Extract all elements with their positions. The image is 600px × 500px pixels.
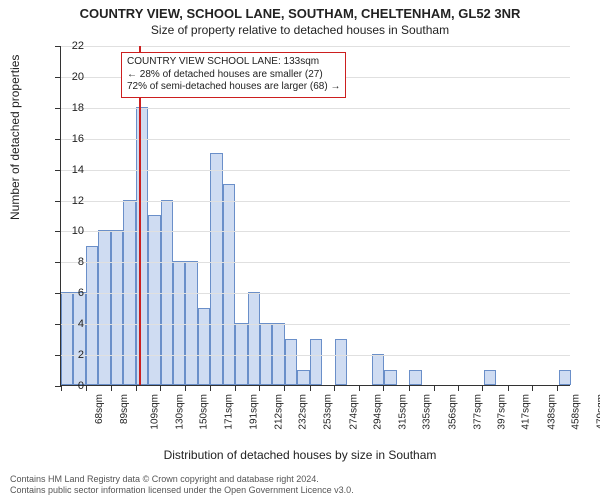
histogram-bar — [372, 354, 384, 385]
y-tick-label: 18 — [54, 102, 84, 114]
chart-container: COUNTRY VIEW, SCHOOL LANE, SOUTHAM, CHEL… — [0, 0, 600, 500]
annotation-line-2: ← 28% of detached houses are smaller (27… — [127, 69, 340, 82]
x-tick-label: 150sqm — [199, 394, 210, 430]
x-tick — [185, 385, 186, 391]
x-tick — [259, 385, 260, 391]
histogram-bar — [123, 200, 135, 385]
chart-area: COUNTRY VIEW SCHOOL LANE: 133sqm← 28% of… — [60, 46, 570, 406]
x-tick-label: 89sqm — [119, 394, 130, 424]
x-tick — [334, 385, 335, 391]
x-tick-label: 212sqm — [273, 394, 284, 430]
footer-line-2: Contains public sector information licen… — [10, 485, 354, 496]
histogram-bar — [148, 215, 160, 385]
histogram-bar — [559, 370, 571, 385]
x-tick — [136, 385, 137, 391]
x-tick — [310, 385, 311, 391]
x-tick — [235, 385, 236, 391]
x-tick-label: 417sqm — [521, 394, 532, 430]
annotation-line-3: 72% of semi-detached houses are larger (… — [127, 81, 340, 94]
chart-title: COUNTRY VIEW, SCHOOL LANE, SOUTHAM, CHEL… — [0, 0, 600, 21]
histogram-bar — [297, 370, 309, 385]
x-tick-label: 294sqm — [373, 394, 384, 430]
footer-line-1: Contains HM Land Registry data © Crown c… — [10, 474, 354, 485]
histogram-bar — [111, 230, 123, 385]
x-tick-label: 109sqm — [149, 394, 160, 430]
y-tick-label: 12 — [54, 195, 84, 207]
histogram-bar — [310, 339, 322, 385]
x-tick-label: 315sqm — [398, 394, 409, 430]
x-tick-label: 171sqm — [224, 394, 235, 430]
histogram-bar — [210, 153, 222, 385]
x-tick-label: 130sqm — [174, 394, 185, 430]
x-tick — [160, 385, 161, 391]
histogram-bar — [161, 200, 173, 385]
x-tick-label: 191sqm — [248, 394, 259, 430]
x-tick-label: 335sqm — [422, 394, 433, 430]
x-tick-label: 274sqm — [348, 394, 359, 430]
x-tick-label: 479sqm — [596, 394, 600, 430]
y-tick-label: 2 — [54, 349, 84, 361]
y-tick-label: 4 — [54, 318, 84, 330]
histogram-bar — [335, 339, 347, 385]
grid-line — [61, 355, 570, 356]
y-tick-label: 0 — [54, 380, 84, 392]
grid-line — [61, 201, 570, 202]
x-tick-label: 68sqm — [94, 394, 105, 424]
grid-line — [61, 231, 570, 232]
x-tick — [458, 385, 459, 391]
y-tick-label: 16 — [54, 133, 84, 145]
histogram-bar — [73, 292, 85, 385]
grid-line — [61, 139, 570, 140]
x-tick-label: 253sqm — [323, 394, 334, 430]
x-tick — [482, 385, 483, 391]
x-tick-label: 397sqm — [497, 394, 508, 430]
annotation-box: COUNTRY VIEW SCHOOL LANE: 133sqm← 28% of… — [121, 52, 346, 98]
histogram-bar — [61, 292, 73, 385]
plot-area: COUNTRY VIEW SCHOOL LANE: 133sqm← 28% of… — [60, 46, 570, 386]
grid-line — [61, 46, 570, 47]
grid-line — [61, 170, 570, 171]
footer-attribution: Contains HM Land Registry data © Crown c… — [10, 474, 354, 496]
x-tick-label: 438sqm — [546, 394, 557, 430]
histogram-bar — [384, 370, 396, 385]
x-tick — [383, 385, 384, 391]
x-tick — [86, 385, 87, 391]
x-axis-label: Distribution of detached houses by size … — [0, 448, 600, 462]
y-tick-label: 8 — [54, 256, 84, 268]
x-tick-label: 458sqm — [571, 394, 582, 430]
grid-line — [61, 324, 570, 325]
y-tick-label: 22 — [54, 40, 84, 52]
histogram-bar — [136, 107, 148, 385]
y-axis-label: Number of detached properties — [8, 55, 22, 220]
y-tick-label: 14 — [54, 164, 84, 176]
x-tick — [409, 385, 410, 391]
y-tick-label: 10 — [54, 225, 84, 237]
x-tick-label: 377sqm — [473, 394, 484, 430]
y-tick-label: 6 — [54, 287, 84, 299]
histogram-bar — [285, 339, 297, 385]
histogram-bar — [248, 292, 260, 385]
grid-line — [61, 108, 570, 109]
x-tick — [111, 385, 112, 391]
x-tick — [557, 385, 558, 391]
x-tick-label: 232sqm — [298, 394, 309, 430]
histogram-bar — [198, 308, 210, 385]
y-tick-label: 20 — [54, 71, 84, 83]
grid-line — [61, 293, 570, 294]
grid-line — [61, 262, 570, 263]
x-tick — [359, 385, 360, 391]
chart-subtitle: Size of property relative to detached ho… — [0, 21, 600, 39]
histogram-bar — [409, 370, 421, 385]
x-tick — [532, 385, 533, 391]
x-tick — [434, 385, 435, 391]
x-tick — [508, 385, 509, 391]
histogram-bar — [86, 246, 98, 385]
histogram-bar — [484, 370, 496, 385]
x-tick — [210, 385, 211, 391]
x-tick — [284, 385, 285, 391]
annotation-line-1: COUNTRY VIEW SCHOOL LANE: 133sqm — [127, 56, 340, 69]
x-tick-label: 356sqm — [447, 394, 458, 430]
histogram-bar — [98, 230, 110, 385]
